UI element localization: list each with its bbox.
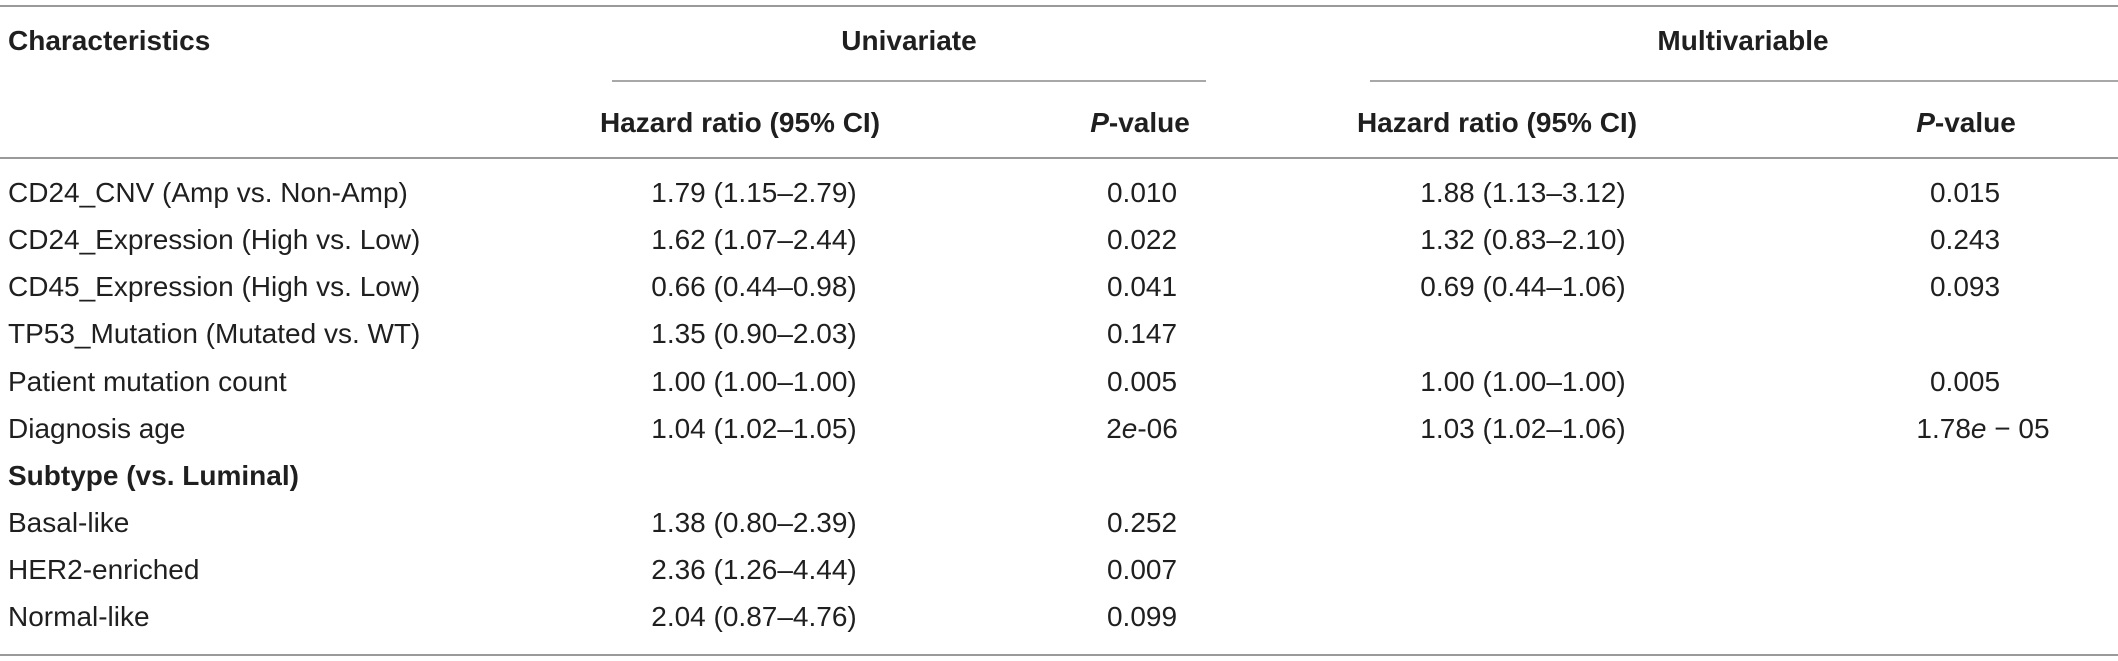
multi-p-value: 0.015 (1929, 177, 2001, 208)
row-label: Patient mutation count (8, 366, 287, 397)
multi-p-value: 0.093 (1929, 271, 2001, 302)
uni-hazard-ratio: 1.79 (1.15–2.79) (651, 177, 857, 208)
p-mantissa: 2 (1106, 413, 1122, 444)
uni-p-value: 2e-06 (1106, 412, 1178, 446)
uni-hazard-ratio: 1.04 (1.02–1.05) (651, 413, 857, 444)
row-label: CD24_Expression (High vs. Low) (8, 224, 421, 255)
row-label: CD45_Expression (High vs. Low) (8, 271, 421, 302)
uni-hazard-ratio: 1.00 (1.00–1.00) (651, 366, 857, 397)
uni-hazard-ratio: 1.38 (0.80–2.39) (651, 507, 857, 538)
bottom-rule (0, 654, 2118, 656)
p-mantissa: 1.78 (1916, 413, 1971, 444)
p-suffix: -value (1108, 107, 1190, 138)
multi-p-value: 1.78e − 05 (1916, 412, 2049, 446)
uni-p-value: 0.005 (1106, 366, 1178, 397)
header-characteristics: Characteristics (8, 25, 211, 56)
row-label: Basal-like (8, 507, 130, 538)
header-uni-p-value: P-value (1090, 106, 1190, 140)
row-label: CD24_CNV (Amp vs. Non-Amp) (8, 177, 408, 208)
p-italic: P (1090, 107, 1109, 138)
multi-hazard-ratio: 1.03 (1.02–1.06) (1420, 413, 1626, 444)
uni-hazard-ratio: 1.35 (0.90–2.03) (651, 318, 857, 349)
multi-p-value: 0.005 (1929, 366, 2001, 397)
p-exp-symbol: e (1121, 413, 1138, 444)
row-label: TP53_Mutation (Mutated vs. WT) (8, 318, 421, 349)
uni-p-value: 0.007 (1106, 554, 1178, 585)
header-uni-hazard-ratio: Hazard ratio (95% CI) (599, 107, 881, 138)
p-suffix: -value (1934, 107, 2016, 138)
multi-hazard-ratio: 1.00 (1.00–1.00) (1420, 366, 1626, 397)
multi-hazard-ratio: 1.32 (0.83–2.10) (1420, 224, 1626, 255)
uni-p-value: 0.022 (1106, 224, 1178, 255)
uni-p-value: 0.147 (1106, 318, 1178, 349)
group-label-subtype: Subtype (vs. Luminal) (8, 460, 299, 491)
univariate-underline (612, 80, 1206, 82)
uni-p-value: 0.041 (1106, 271, 1178, 302)
uni-p-value: 0.099 (1106, 601, 1178, 632)
p-exp-symbol: e (1970, 413, 1987, 444)
multi-hazard-ratio: 0.69 (0.44–1.06) (1420, 271, 1626, 302)
header-bottom-rule (0, 157, 2118, 159)
p-exponent: − 05 (1986, 413, 2050, 444)
uni-hazard-ratio: 2.36 (1.26–4.44) (651, 554, 857, 585)
header-multivariable: Multivariable (1657, 25, 1829, 56)
uni-hazard-ratio: 0.66 (0.44–0.98) (651, 271, 857, 302)
top-rule (0, 5, 2118, 7)
header-multi-p-value: P-value (1916, 106, 2016, 140)
uni-p-value: 0.252 (1106, 507, 1178, 538)
multi-hazard-ratio: 1.88 (1.13–3.12) (1420, 177, 1626, 208)
uni-hazard-ratio: 1.62 (1.07–2.44) (651, 224, 857, 255)
row-label: Normal-like (8, 601, 150, 632)
header-univariate: Univariate (841, 25, 977, 56)
row-label: HER2-enriched (8, 554, 200, 585)
p-italic: P (1916, 107, 1935, 138)
multi-p-value: 0.243 (1929, 224, 2001, 255)
uni-hazard-ratio: 2.04 (0.87–4.76) (651, 601, 857, 632)
uni-p-value: 0.010 (1106, 177, 1178, 208)
multivariable-underline (1370, 80, 2118, 82)
p-exponent: -06 (1137, 413, 1178, 444)
header-multi-hazard-ratio: Hazard ratio (95% CI) (1356, 107, 1638, 138)
row-label: Diagnosis age (8, 413, 186, 444)
